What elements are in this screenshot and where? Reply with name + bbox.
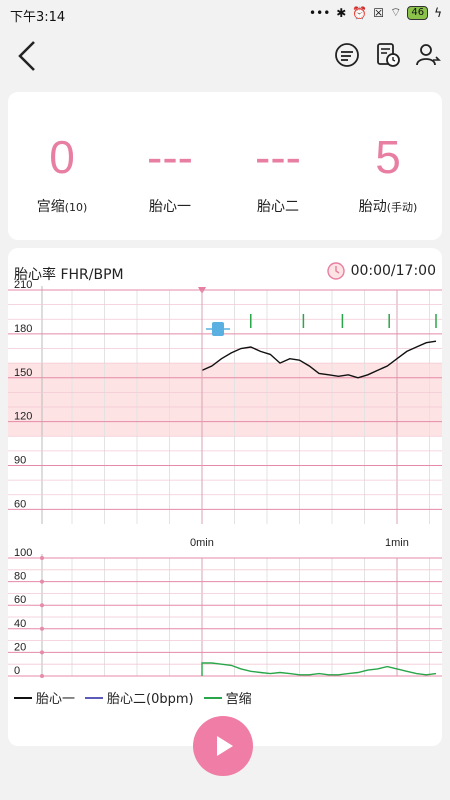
- uc-tick-label: 20: [14, 641, 26, 653]
- legend-uc-swatch: [203, 696, 222, 699]
- uc-tick-dot: [40, 626, 44, 631]
- wifi-icon: ⌔: [390, 5, 402, 19]
- fhr1-series-line: [201, 340, 437, 379]
- ctg-chart[interactable]: 210 180 150 120 90 60 0min 1min 100 80 60 40 20 0: [8, 248, 442, 688]
- normal-range-band: [8, 363, 442, 437]
- chart-legend: 胎心一 胎心二(0bpm) 宫缩: [14, 688, 252, 707]
- fetal-movement-value: 5: [375, 131, 401, 183]
- uc-tick-dot: [40, 603, 44, 608]
- record-history-icon[interactable]: [375, 42, 401, 68]
- fhr2-label: 胎心二: [257, 199, 299, 215]
- play-button[interactable]: [193, 716, 253, 776]
- back-icon[interactable]: [14, 38, 42, 74]
- fhr-tick-label: 120: [14, 411, 32, 423]
- fhr1-label: 胎心一: [149, 199, 191, 215]
- uc-tick-dot: [40, 556, 44, 560]
- fhr-tick-label: 90: [14, 455, 26, 467]
- uc-tick-dot: [40, 674, 44, 678]
- battery-level: 46: [411, 7, 425, 18]
- uc-tick-dot: [40, 579, 44, 584]
- status-time: 下午3:14: [10, 10, 66, 25]
- fhr-tick-label: 180: [14, 323, 32, 335]
- fhr-tick-label: 210: [14, 279, 32, 291]
- fhr-tick-label: 150: [14, 367, 32, 379]
- uc-tick-label: 40: [14, 618, 26, 630]
- sim-icon: ☒: [373, 5, 385, 20]
- time-tick-label: 0min: [190, 537, 214, 549]
- alarm-icon: ⏰: [352, 5, 368, 20]
- uc-tick-label: 60: [14, 594, 26, 606]
- uc-series-line: [201, 662, 437, 676]
- battery-icon: 46: [407, 5, 429, 20]
- uc-tick-label: 100: [14, 547, 32, 559]
- chart-title: 胎心率 FHR/BPM: [14, 267, 124, 283]
- legend-uc: 宫缩: [203, 688, 252, 707]
- stats-card: 0 宫缩(10) --- 胎心一 --- 胎心二 5 胎动(手动): [8, 92, 442, 240]
- legend-fhr2-swatch: [85, 696, 104, 699]
- uc-tick-label: 80: [14, 571, 26, 583]
- fhr2-value: ---: [255, 131, 301, 183]
- time-tick-label: 1min: [385, 537, 409, 549]
- legend-fhr1-swatch: [14, 696, 32, 699]
- play-icon: [217, 736, 233, 756]
- more-icon: •••: [309, 5, 331, 20]
- user-switch-icon[interactable]: [415, 42, 441, 68]
- fetal-movement-label: 胎动(手动): [358, 199, 418, 215]
- timer: 00:00/17:00: [326, 262, 436, 280]
- legend-fhr2: 胎心二(0bpm): [85, 688, 194, 707]
- bluetooth-icon: ✱: [336, 5, 347, 20]
- fhr1-value: ---: [147, 131, 193, 183]
- status-icons: ••• ✱ ⏰ ☒ ⌔ 46 ϟ: [309, 5, 442, 20]
- list-icon[interactable]: [334, 42, 360, 68]
- chart-card: 胎心率 FHR/BPM 00:00/17:00 210 180 150 120 90 60…: [8, 248, 442, 746]
- uc-tick-label: 0: [14, 665, 20, 677]
- fhr-tick-label: 60: [14, 498, 26, 510]
- clock-icon: [326, 262, 345, 280]
- contraction-label: 宫缩(10): [36, 199, 88, 215]
- status-bar: 下午3:14 ••• ✱ ⏰ ☒ ⌔ 46 ϟ: [0, 0, 450, 28]
- charging-icon: ϟ: [434, 5, 442, 20]
- uc-tick-dot: [40, 650, 44, 655]
- contraction-value: 0: [49, 131, 75, 183]
- header: [0, 28, 450, 86]
- timer-text: 00:00/17:00: [350, 263, 436, 279]
- legend-fhr1: 胎心一: [14, 688, 75, 707]
